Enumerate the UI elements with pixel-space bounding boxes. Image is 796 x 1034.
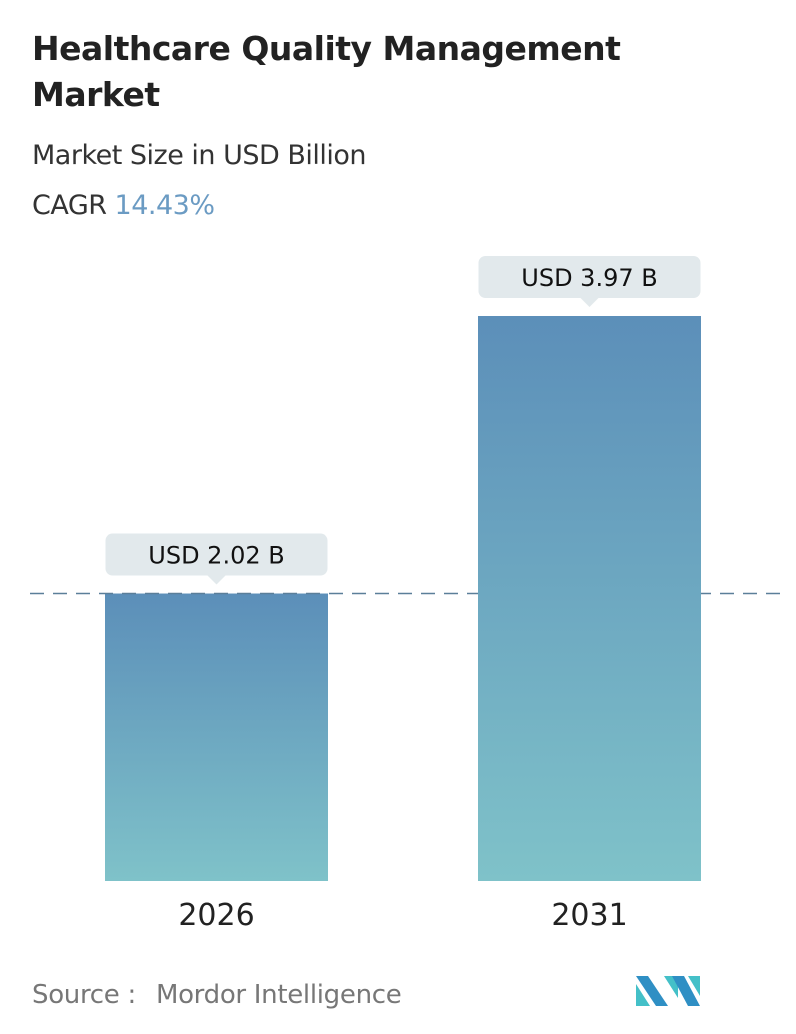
cagr: CAGR 14.43% [32,190,215,221]
x-tick-label: 2031 [551,898,627,933]
x-tick-label: 2026 [178,898,254,933]
mordor-logo-icon [636,976,700,1006]
source: Source : Mordor Intelligence [32,980,402,1010]
cagr-label: CAGR [32,190,107,221]
bar-fill-2026 [105,595,328,881]
data-label-box [105,533,328,576]
cagr-value: 14.43% [114,190,215,221]
data-label-box [478,256,701,298]
data-label: USD 3.97 B [521,264,657,292]
chart-title: Healthcare Quality Management Market [32,29,621,114]
chart-subtitle: Market Size in USD Billion [32,140,367,171]
source-value: Mordor Intelligence [155,980,402,1010]
data-label: USD 2.02 B [148,542,284,570]
source-label: Source : [32,980,136,1010]
data-label-pointer [207,575,226,585]
bar-fill-2031 [478,317,701,881]
data-label-pointer [580,298,599,307]
